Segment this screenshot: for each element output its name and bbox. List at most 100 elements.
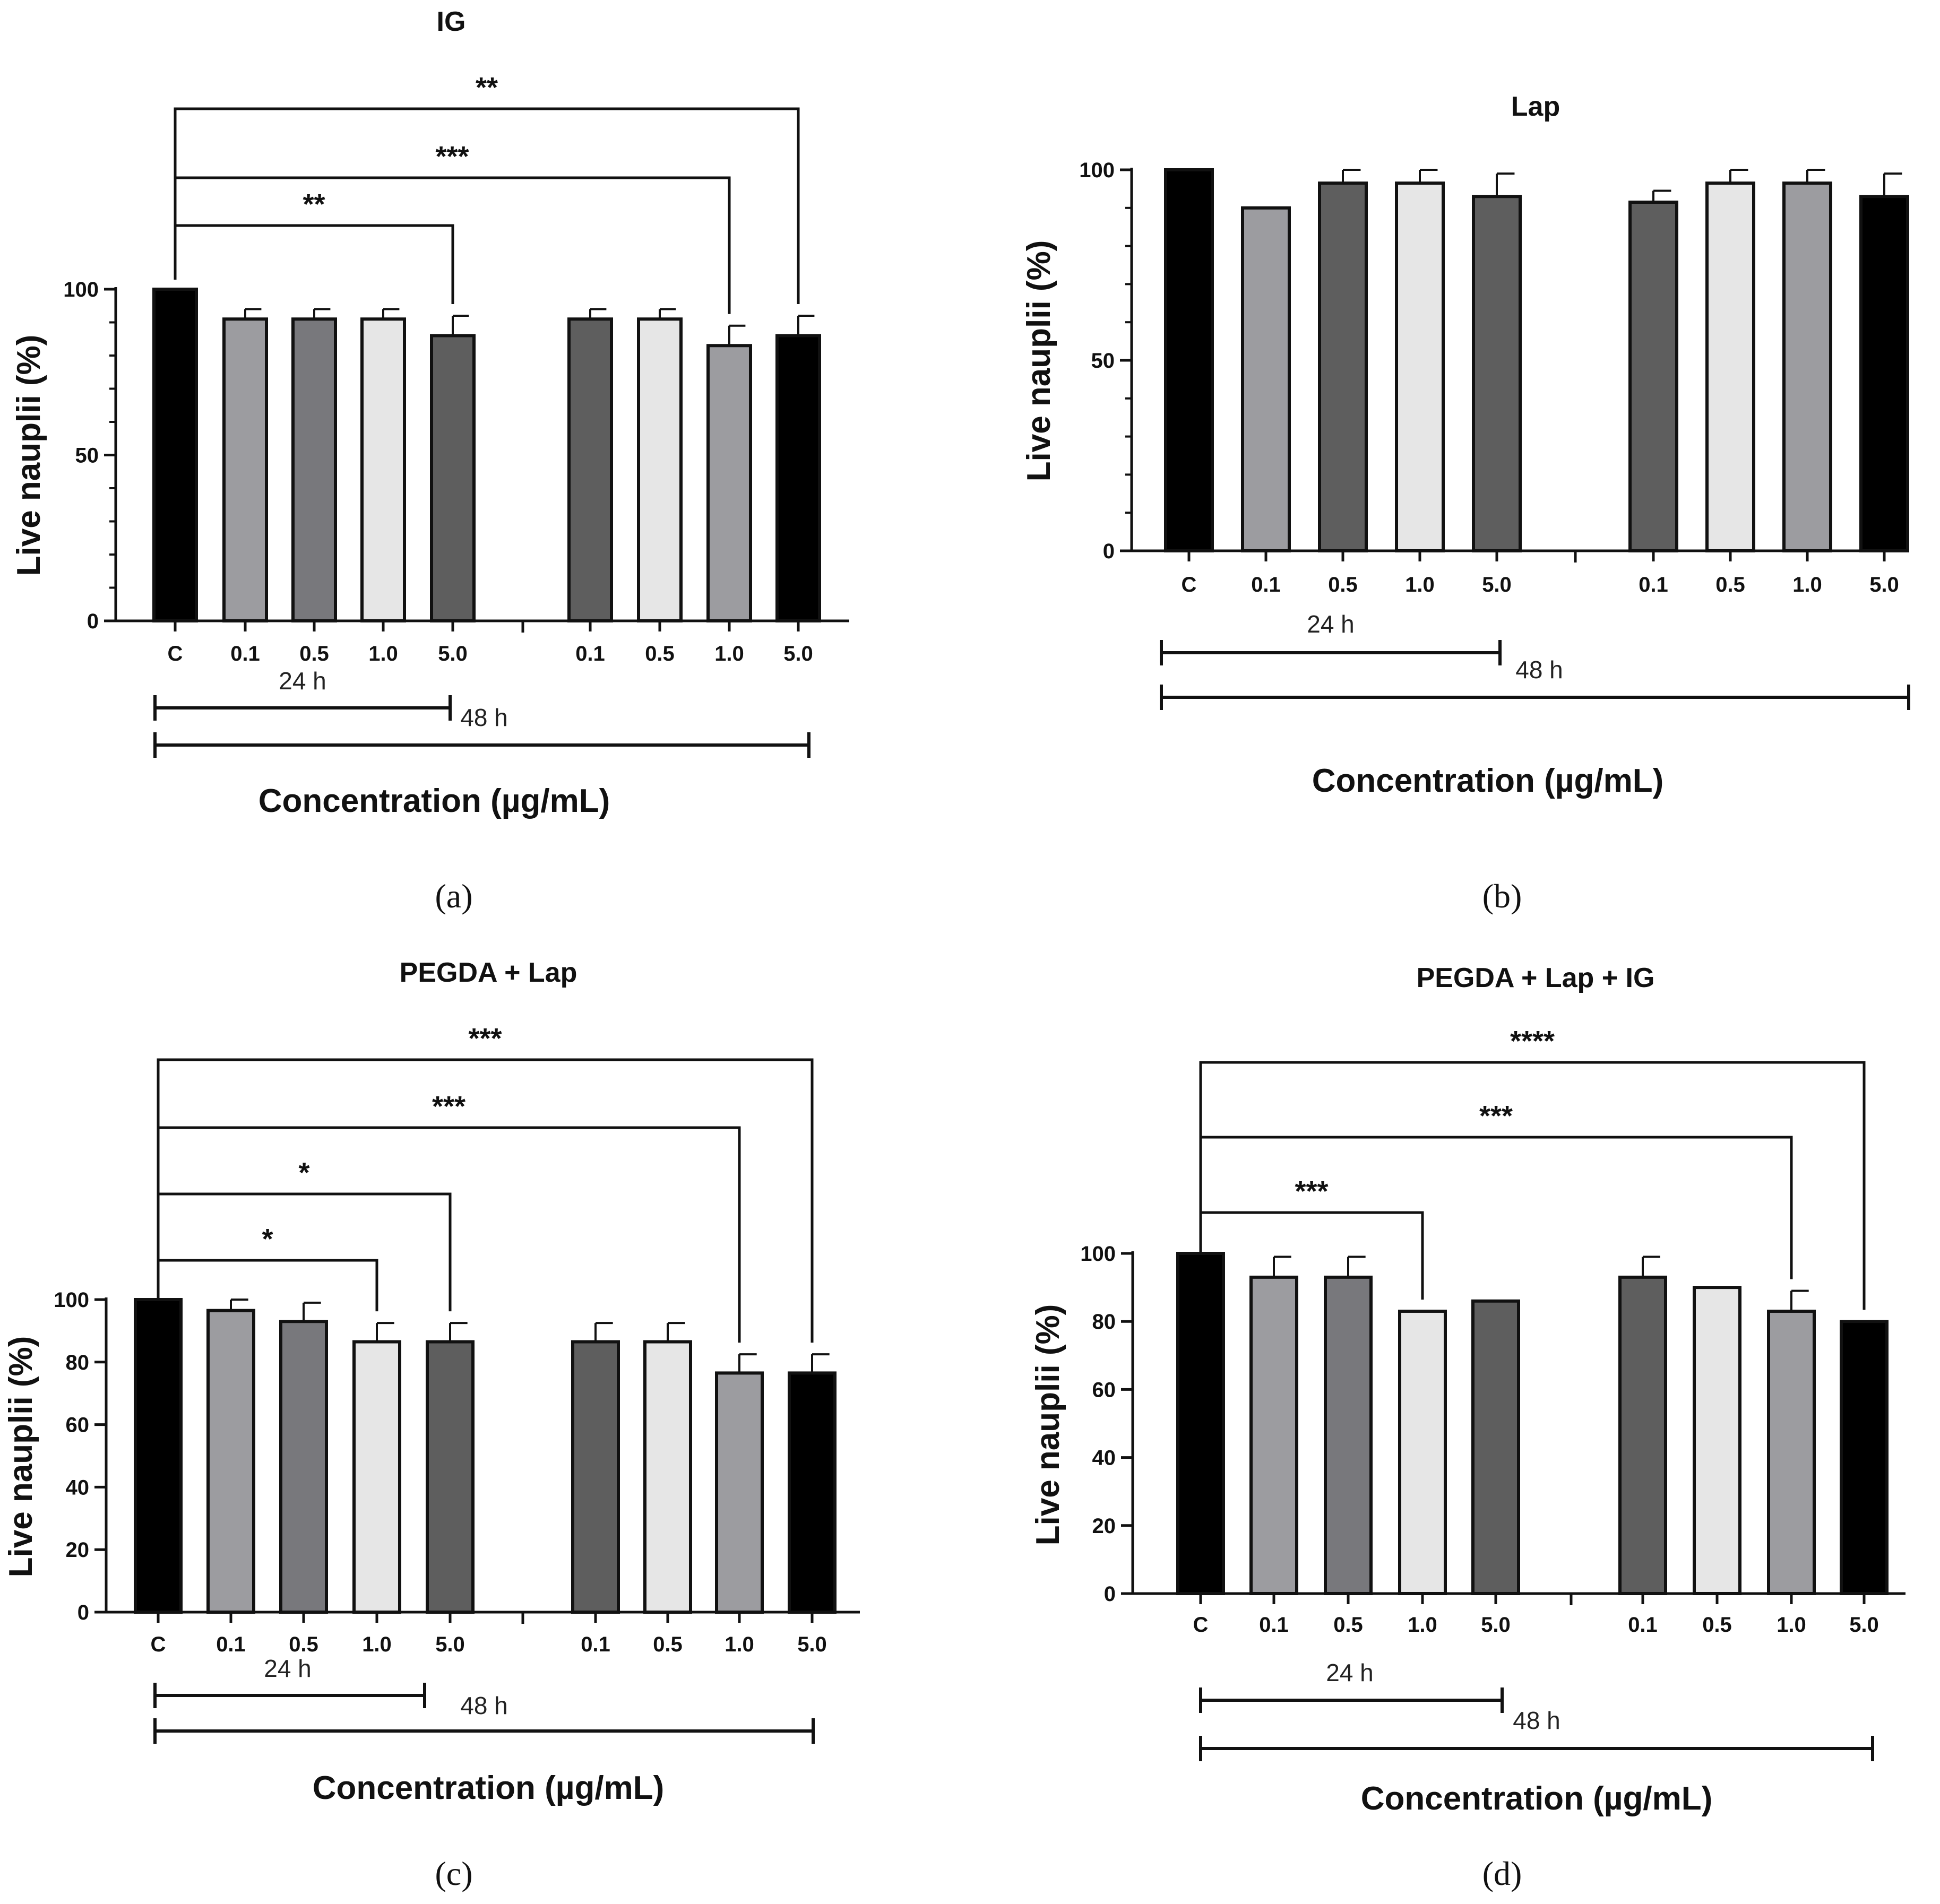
group-label: 48 h bbox=[1513, 1707, 1560, 1734]
x-tick-label: 1.0 bbox=[714, 642, 744, 665]
x-tick-label: C bbox=[168, 642, 183, 665]
x-tick-label: 0.5 bbox=[1328, 573, 1358, 596]
bar bbox=[352, 1340, 401, 1614]
group-label: 48 h bbox=[460, 1692, 508, 1719]
bar bbox=[706, 344, 752, 622]
bar bbox=[1249, 1275, 1298, 1596]
x-tick-label: 1.0 bbox=[1408, 1613, 1437, 1637]
x-tick-label: 0.5 bbox=[1333, 1613, 1363, 1637]
y-tick-label: 20 bbox=[1092, 1514, 1116, 1538]
significance-label: *** bbox=[468, 1023, 502, 1054]
x-tick-label: C bbox=[1182, 573, 1197, 596]
bar bbox=[1618, 1275, 1667, 1596]
y-tick-label: 0 bbox=[1103, 540, 1115, 563]
panel-label: (d) bbox=[1482, 1855, 1522, 1892]
x-tick-label: 1.0 bbox=[368, 642, 398, 665]
x-tick-label: 5.0 bbox=[438, 642, 468, 665]
x-tick-label: 5.0 bbox=[1481, 1613, 1511, 1637]
y-tick-label: 0 bbox=[87, 610, 99, 633]
x-tick-label: 1.0 bbox=[725, 1633, 754, 1656]
x-tick-label: C bbox=[1193, 1613, 1209, 1637]
bar bbox=[1782, 181, 1832, 552]
bar bbox=[134, 1298, 183, 1614]
significance-bracket bbox=[157, 1259, 378, 1312]
bar bbox=[279, 1320, 328, 1614]
bar bbox=[567, 317, 613, 622]
x-tick-label: 0.1 bbox=[1628, 1613, 1658, 1637]
x-tick-label: 0.5 bbox=[299, 642, 329, 665]
bar bbox=[152, 288, 198, 622]
x-tick-label: 5.0 bbox=[435, 1633, 465, 1656]
bar bbox=[222, 317, 268, 622]
bar bbox=[1767, 1309, 1816, 1595]
bar bbox=[1628, 201, 1678, 552]
group-label: 24 h bbox=[264, 1655, 312, 1682]
x-tick-label: 0.1 bbox=[581, 1633, 610, 1656]
y-tick-label: 100 bbox=[63, 278, 99, 301]
x-tick-label: 5.0 bbox=[783, 642, 813, 665]
x-tick-label: C bbox=[151, 1633, 166, 1656]
bar bbox=[1164, 168, 1214, 552]
y-axis-label: Live nauplii (%) bbox=[3, 1336, 39, 1578]
bar bbox=[1693, 1286, 1741, 1596]
significance-label: *** bbox=[1479, 1100, 1513, 1132]
y-tick-label: 50 bbox=[75, 444, 99, 468]
panel-d: PEGDA + Lap + IG Live nauplii (%) 0 20 40 60 8… bbox=[1030, 963, 1905, 1892]
panel-b: Lap Live nauplii (%) 0 50 100 C 0.1 0.5 1.0 5.0 0.… bbox=[1021, 91, 1910, 915]
group-label: 24 h bbox=[1307, 610, 1355, 638]
y-tick-label: 50 bbox=[1091, 349, 1115, 373]
chart-title: PEGDA + Lap + IG bbox=[1417, 963, 1655, 993]
bar bbox=[1471, 1299, 1520, 1595]
x-tick-label: 0.1 bbox=[1639, 573, 1668, 596]
chart-title: PEGDA + Lap bbox=[400, 957, 577, 988]
bar bbox=[426, 1340, 475, 1614]
y-tick-label: 100 bbox=[54, 1288, 89, 1312]
x-tick-label: 5.0 bbox=[1849, 1613, 1879, 1637]
x-tick-label: 0.1 bbox=[575, 642, 605, 665]
significance-bracket bbox=[157, 1058, 814, 1343]
significance-label: ** bbox=[303, 188, 325, 220]
bar bbox=[1324, 1275, 1373, 1596]
panel-label: (a) bbox=[435, 877, 472, 915]
significance-bracket bbox=[174, 107, 800, 304]
x-axis-label: Concentration (µg/mL) bbox=[258, 783, 610, 819]
y-tick-label: 60 bbox=[1092, 1378, 1116, 1401]
x-tick-label: 5.0 bbox=[1482, 573, 1512, 596]
group-label: 48 h bbox=[1515, 656, 1563, 683]
significance-bracket bbox=[1199, 1211, 1424, 1300]
x-tick-label: 1.0 bbox=[1405, 573, 1435, 596]
x-tick-label: 1.0 bbox=[362, 1633, 392, 1656]
y-tick-label: 100 bbox=[1079, 159, 1115, 182]
panel-label: (b) bbox=[1482, 877, 1522, 915]
x-axis-label: Concentration (µg/mL) bbox=[1361, 1780, 1713, 1817]
y-tick-label: 100 bbox=[1080, 1242, 1116, 1266]
x-tick-label: 0.1 bbox=[1251, 573, 1281, 596]
group-label: 24 h bbox=[279, 667, 326, 695]
x-tick-label: 5.0 bbox=[797, 1633, 827, 1656]
y-tick-label: 20 bbox=[66, 1538, 90, 1562]
significance-label: *** bbox=[432, 1091, 465, 1122]
panel-a: IG Live nauplii (%) 0 50 100 C 0.1 0.5 1.0 5.0 0.1… bbox=[11, 6, 849, 915]
bar bbox=[571, 1340, 620, 1614]
x-tick-label: 1.0 bbox=[1777, 1613, 1806, 1637]
y-axis-label: Live nauplii (%) bbox=[1021, 240, 1057, 482]
y-axis-label: Live nauplii (%) bbox=[1030, 1304, 1066, 1546]
y-axis-label: Live nauplii (%) bbox=[11, 335, 47, 576]
bar bbox=[1840, 1320, 1889, 1595]
bar bbox=[643, 1340, 692, 1614]
significance-label: ** bbox=[476, 72, 498, 103]
significance-label: * bbox=[298, 1157, 309, 1189]
bar bbox=[430, 334, 476, 622]
x-tick-label: 0.1 bbox=[230, 642, 260, 665]
significance-bracket bbox=[157, 1192, 452, 1312]
x-tick-label: 0.5 bbox=[645, 642, 675, 665]
bar bbox=[360, 317, 406, 622]
panel-label: (c) bbox=[435, 1855, 472, 1892]
x-tick-label: 0.5 bbox=[1715, 573, 1745, 596]
bar bbox=[291, 317, 337, 622]
x-tick-label: 5.0 bbox=[1869, 573, 1899, 596]
significance-label: *** bbox=[435, 141, 469, 172]
x-axis-label: Concentration (µg/mL) bbox=[1312, 763, 1664, 799]
y-tick-label: 40 bbox=[66, 1476, 90, 1499]
